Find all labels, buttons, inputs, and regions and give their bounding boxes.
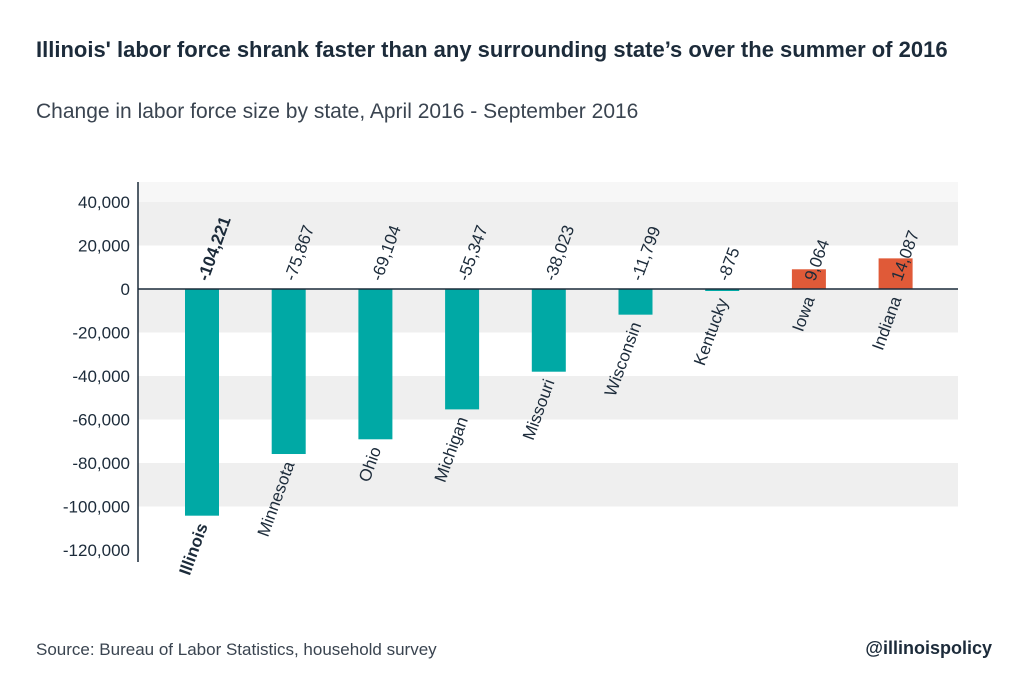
bar-kentucky [705, 289, 740, 291]
y-tick-label: 20,000 [78, 237, 130, 256]
twitter-handle: @illinoispolicy [865, 638, 992, 658]
y-tick-label: 0 [121, 280, 130, 299]
chart-title: Illinois' labor force shrank faster than… [36, 37, 948, 62]
bar-wisconsin [618, 289, 653, 315]
bar-indiana [878, 258, 913, 289]
chart-subtitle: Change in labor force size by state, Apr… [36, 100, 639, 123]
bar-ohio [358, 289, 393, 440]
y-tick-label: -120,000 [63, 541, 130, 560]
y-tick-label: -100,000 [63, 498, 130, 517]
y-tick-label: -40,000 [72, 367, 130, 386]
y-tick-label: 40,000 [78, 193, 130, 212]
data-label: -875 [714, 245, 743, 283]
bar-missouri [531, 289, 566, 372]
grid-band [138, 463, 958, 507]
source-note: Source: Bureau of Labor Statistics, hous… [36, 640, 437, 659]
grid-band [138, 202, 958, 246]
y-tick-label: -80,000 [72, 454, 130, 473]
grid-band [138, 182, 958, 202]
y-tick-label: -20,000 [72, 324, 130, 343]
bar-illinois [185, 289, 219, 516]
y-tick-label: -60,000 [72, 411, 130, 430]
bar-minnesota [271, 289, 306, 455]
bar-iowa [791, 269, 826, 289]
category-label: Illinois [175, 521, 211, 578]
bar-michigan [445, 289, 480, 410]
